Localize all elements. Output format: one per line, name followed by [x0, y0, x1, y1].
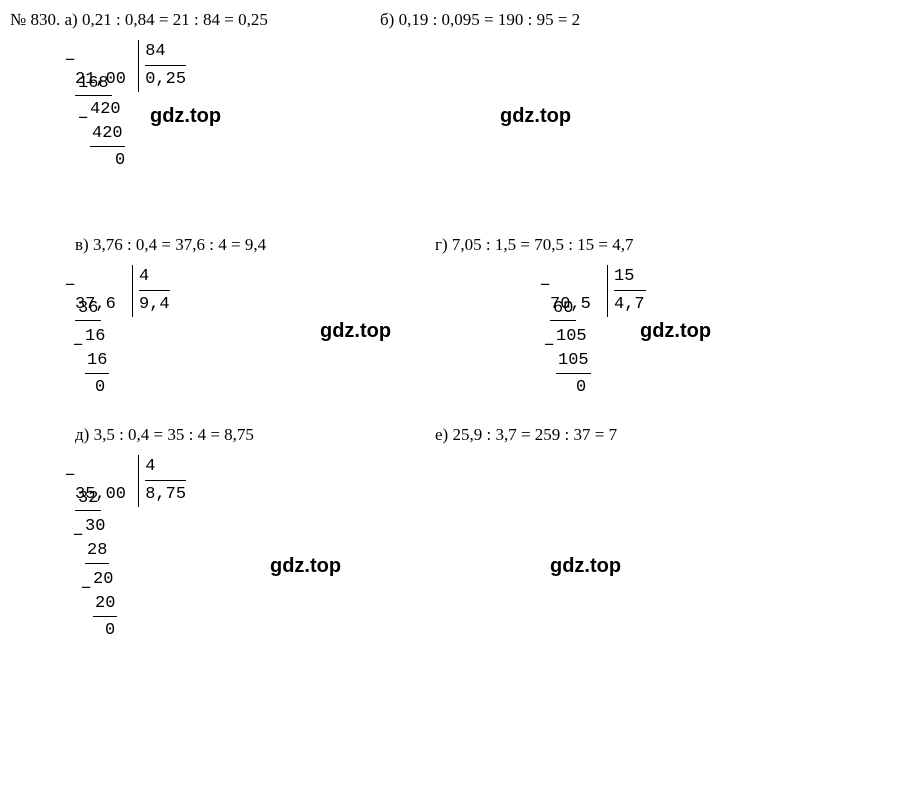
minus-sign: − — [65, 275, 75, 299]
problem-v-equation: 3,76 : 0,4 = 37,6 : 4 = 9,4 — [93, 235, 266, 254]
step-a-2-rem: 0 — [115, 151, 125, 170]
problem-e-label: е) — [435, 425, 448, 444]
minus-sign: − — [65, 465, 75, 489]
problem-d: д) 3,5 : 0,4 = 35 : 4 = 8,75 — [75, 425, 254, 445]
problem-d-label: д) — [75, 425, 89, 444]
step-a-2-sub: 420 — [90, 122, 125, 147]
minus-sign: − — [78, 108, 88, 132]
divisor-g: 15 — [614, 265, 646, 291]
minus-sign: − — [544, 335, 554, 359]
step-v-1-sub: 36 — [75, 297, 101, 322]
step-g-1-rem: 105 — [556, 327, 587, 346]
problem-num-label: № 830. — [10, 10, 60, 29]
problem-e: е) 25,9 : 3,7 = 259 : 37 = 7 — [435, 425, 617, 445]
problem-a-equation: 0,21 : 0,84 = 21 : 84 = 0,25 — [82, 10, 268, 29]
problem-number: № 830. а) 0,21 : 0,84 = 21 : 84 = 0,25 — [10, 10, 268, 30]
divisor-v: 4 — [139, 265, 170, 291]
minus-sign: − — [81, 578, 91, 602]
step-d-2-rem: 20 — [93, 570, 113, 589]
watermark: gdz.top — [500, 105, 571, 128]
step-a-1-sub: 168 — [75, 72, 112, 97]
minus-sign: − — [73, 335, 83, 359]
problem-b-equation: 0,19 : 0,095 = 190 : 95 = 2 — [399, 10, 581, 29]
step-d-3-sub: 20 — [93, 592, 117, 617]
minus-sign: − — [65, 50, 75, 74]
step-d-3-rem: 0 — [105, 621, 115, 640]
division-v: − 37,6 4 9,4 36 − 16 16 0 — [75, 265, 235, 414]
watermark: gdz.top — [150, 105, 221, 128]
divisor-a: 84 — [145, 40, 186, 66]
step-d-1-sub: 32 — [75, 487, 101, 512]
problem-e-equation: 25,9 : 3,7 = 259 : 37 = 7 — [452, 425, 617, 444]
divisor-d: 4 — [145, 455, 186, 481]
step-v-2-rem: 0 — [95, 378, 105, 397]
watermark: gdz.top — [550, 555, 621, 578]
division-d: − 35,00 4 8,75 32 − 30 28 − 20 20 0 — [75, 455, 255, 652]
problem-b: б) 0,19 : 0,095 = 190 : 95 = 2 — [380, 10, 580, 30]
step-d-1-rem: 30 — [85, 517, 105, 536]
step-g-2-sub: 105 — [556, 349, 591, 374]
step-v-1-rem: 16 — [85, 327, 105, 346]
watermark: gdz.top — [320, 320, 391, 343]
problem-g-label: г) — [435, 235, 448, 254]
step-g-1-sub: 60 — [550, 297, 576, 322]
step-d-2-sub: 28 — [85, 539, 109, 564]
watermark: gdz.top — [640, 320, 711, 343]
watermark: gdz.top — [270, 555, 341, 578]
step-g-2-rem: 0 — [576, 378, 586, 397]
minus-sign: − — [73, 525, 83, 549]
problem-v: в) 3,76 : 0,4 = 37,6 : 4 = 9,4 — [75, 235, 266, 255]
problem-b-label: б) — [380, 10, 394, 29]
minus-sign: − — [540, 275, 550, 299]
problem-d-equation: 3,5 : 0,4 = 35 : 4 = 8,75 — [94, 425, 254, 444]
step-v-2-sub: 16 — [85, 349, 109, 374]
problem-v-label: в) — [75, 235, 89, 254]
problem-a-label: а) — [64, 10, 77, 29]
step-a-1-rem: 420 — [90, 100, 121, 119]
problem-g-equation: 7,05 : 1,5 = 70,5 : 15 = 4,7 — [452, 235, 634, 254]
problem-g: г) 7,05 : 1,5 = 70,5 : 15 = 4,7 — [435, 235, 634, 255]
